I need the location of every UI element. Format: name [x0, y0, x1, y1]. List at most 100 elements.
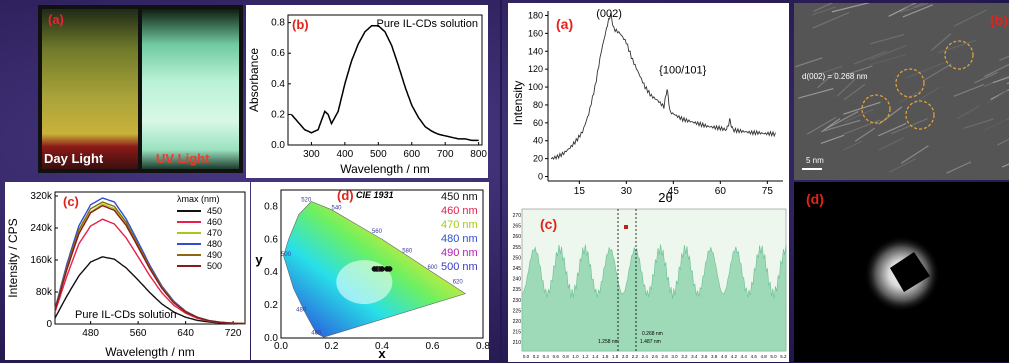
y-tick-label: 245: [513, 266, 522, 272]
lattice-fringe: [888, 3, 917, 17]
d-spacing-label: d(002) = 0.268 nm: [802, 72, 868, 81]
lattice-fringe: [877, 122, 907, 137]
nanodot-circle: [861, 94, 891, 124]
lattice-fringe: [816, 65, 843, 76]
caption-day-light: Day Light: [44, 151, 104, 166]
y-tick-label: 0: [46, 319, 52, 330]
x-tick-label: 1.6: [602, 354, 609, 359]
lattice-fringe: [843, 119, 881, 135]
vial-day-light: [42, 9, 138, 169]
lattice-fringe: [820, 134, 845, 144]
profile-area: [521, 244, 787, 352]
lattice-fringe: [985, 90, 1008, 105]
x-tick-label: 720: [225, 328, 242, 339]
legend-entry: 460 nm: [441, 205, 478, 217]
white-point-glow: [336, 260, 393, 305]
lattice-fringe: [869, 45, 907, 61]
y-axis-label: Intensity: [511, 81, 525, 126]
y-tick-label: 0.8: [271, 18, 285, 29]
y-tick-label: 220: [513, 319, 522, 325]
lattice-fringe: [890, 118, 928, 135]
lattice-fringe: [821, 118, 841, 133]
lattice-fringe: [843, 83, 866, 101]
y-tick-label: 0.6: [271, 48, 285, 59]
lattice-fringe: [806, 116, 837, 135]
caption-text: Pure IL-CDs solution: [75, 309, 177, 321]
panel-b-label: (b): [292, 17, 309, 32]
marker-point: [624, 225, 628, 229]
peak-label-100-101: {100/101}: [659, 65, 706, 77]
panel-b-label: (b): [990, 12, 1008, 28]
x-tick-label: 45: [668, 186, 680, 197]
lattice-fringe: [997, 138, 1009, 146]
nanodot-circle: [895, 68, 925, 98]
x-tick-label: 4.2: [731, 354, 738, 359]
x-tick-label: 700: [437, 149, 454, 160]
vial-uv-light: [142, 9, 239, 169]
lattice-fringe: [907, 62, 944, 79]
lattice-fringe: [899, 89, 923, 103]
x-tick-label: 3.8: [711, 354, 718, 359]
lattice-fringe: [811, 6, 837, 16]
lattice-fringe: [831, 3, 870, 13]
panel-line-profile: 270 265 260 255 250 245 240 235 230 225 220 215 210 0…: [508, 205, 789, 362]
x-tick-label: 500: [370, 149, 387, 160]
wavelength-label: 600: [427, 265, 438, 271]
x-tick-label: 3.0: [671, 354, 678, 359]
beam-stop: [890, 252, 930, 292]
lattice-fringe: [938, 39, 977, 54]
wavelength-label: 480: [296, 308, 307, 314]
x-tick-label: 0.6: [426, 341, 440, 352]
wavelength-label: 460: [311, 331, 322, 337]
lattice-fringe: [902, 4, 933, 18]
panel-saed: (d): [794, 182, 1009, 362]
pl-line-500: [54, 204, 245, 325]
lattice-fringe: [822, 119, 861, 132]
line-profile-chart: 270 265 260 255 250 245 240 235 230 225 220 215 210 0…: [513, 208, 787, 359]
x-tick-label: 0.6: [553, 354, 560, 359]
x-tick-label: 2.6: [652, 354, 659, 359]
lattice-fringe: [974, 71, 998, 84]
nanodot-circle: [944, 40, 974, 70]
lattice-fringe: [963, 118, 994, 129]
x-tick-label: 300: [303, 149, 320, 160]
wavelength-label: 540: [332, 206, 343, 212]
x-tick-label: 4.6: [751, 354, 758, 359]
x-tick-label: 2.4: [642, 354, 649, 359]
lattice-fringe: [843, 140, 863, 151]
lattice-fringe: [913, 3, 926, 8]
x-tick-label: 4.8: [760, 354, 767, 359]
x-tick-label: 560: [130, 328, 147, 339]
plot-frame: [280, 189, 484, 339]
y-tick-label: 240: [513, 277, 522, 283]
lattice-fringe: [853, 50, 887, 65]
lattice-fringe: [798, 88, 834, 99]
x-tick-label: 1.8: [612, 354, 619, 359]
lattice-fringe: [878, 137, 905, 151]
x-tick-label: 400: [337, 149, 354, 160]
lattice-fringe: [922, 63, 953, 82]
lattice-fringe: [946, 161, 972, 174]
lattice-fringe: [795, 57, 823, 68]
lattice-fringe: [983, 117, 1009, 132]
lattice-fringe: [826, 110, 859, 129]
x-tick-label: 0.0: [523, 354, 530, 359]
y-tick-label: 0.6: [264, 234, 278, 245]
x-tick-label: 0.8: [476, 341, 489, 352]
scale-label: 5 nm: [806, 156, 824, 165]
legend-entry: 490 nm: [441, 247, 478, 259]
y-tick-label: 230: [513, 298, 522, 304]
panel-absorbance: 300 400 500 600 700 800 0.0 0.2 0.4 0.6 0.8 Wavelen…: [246, 5, 488, 178]
y-tick-label: 215: [513, 330, 522, 336]
y-tick-label: 225: [513, 308, 522, 314]
x-tick-label: 0.2: [533, 354, 540, 359]
y-tick-label: 0: [538, 172, 543, 182]
wavelength-label: 580: [402, 248, 413, 254]
absorbance-chart: 300 400 500 600 700 800 0.0 0.2 0.4 0.6 0.8 Wavelen…: [247, 14, 487, 176]
x-tick-label: 0.4: [375, 341, 389, 352]
lattice-fringe: [854, 127, 876, 142]
lattice-fringe: [900, 3, 929, 13]
y-tick-label: 80: [533, 100, 543, 110]
y-tick-label: 235: [513, 287, 522, 293]
x-tick-label: 0.0: [274, 341, 288, 352]
